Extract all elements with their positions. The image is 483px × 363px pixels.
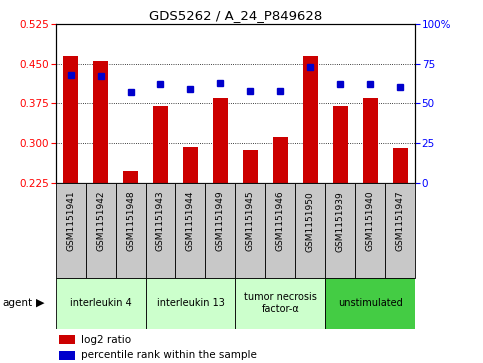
Text: GSM1151941: GSM1151941 — [66, 191, 75, 252]
Bar — [296, 183, 326, 278]
Bar — [183, 147, 198, 183]
Text: GSM1151939: GSM1151939 — [336, 191, 345, 252]
Text: tumor necrosis
factor-α: tumor necrosis factor-α — [244, 292, 317, 314]
Text: interleukin 13: interleukin 13 — [156, 298, 225, 308]
Bar — [59, 351, 75, 359]
Text: ▶: ▶ — [36, 298, 45, 308]
Bar — [273, 137, 288, 183]
Text: agent: agent — [2, 298, 32, 308]
Bar — [145, 278, 236, 329]
Bar — [115, 183, 145, 278]
Bar — [63, 56, 78, 183]
Bar — [145, 183, 175, 278]
Text: log2 ratio: log2 ratio — [81, 335, 131, 345]
Bar — [123, 171, 138, 183]
Bar — [243, 150, 258, 183]
Text: GSM1151945: GSM1151945 — [246, 191, 255, 252]
Bar — [393, 148, 408, 183]
Bar — [266, 183, 296, 278]
Bar — [93, 61, 108, 183]
Bar — [153, 106, 168, 183]
Bar — [236, 183, 266, 278]
Text: GSM1151943: GSM1151943 — [156, 191, 165, 252]
Title: GDS5262 / A_24_P849628: GDS5262 / A_24_P849628 — [149, 9, 322, 23]
Text: GSM1151946: GSM1151946 — [276, 191, 285, 252]
Bar — [56, 278, 145, 329]
Text: GSM1151940: GSM1151940 — [366, 191, 375, 252]
Text: GSM1151949: GSM1151949 — [216, 191, 225, 252]
Text: GSM1151950: GSM1151950 — [306, 191, 315, 252]
Text: interleukin 4: interleukin 4 — [70, 298, 131, 308]
Text: GSM1151948: GSM1151948 — [126, 191, 135, 252]
Bar — [59, 335, 75, 344]
Bar — [175, 183, 205, 278]
Bar — [355, 183, 385, 278]
Bar — [236, 278, 326, 329]
Text: GSM1151944: GSM1151944 — [186, 191, 195, 251]
Bar — [385, 183, 415, 278]
Bar — [56, 183, 85, 278]
Text: unstimulated: unstimulated — [338, 298, 403, 308]
Bar — [326, 183, 355, 278]
Bar — [303, 56, 318, 183]
Bar — [205, 183, 236, 278]
Text: GSM1151947: GSM1151947 — [396, 191, 405, 252]
Text: percentile rank within the sample: percentile rank within the sample — [81, 350, 256, 360]
Bar — [326, 278, 415, 329]
Text: GSM1151942: GSM1151942 — [96, 191, 105, 251]
Bar — [333, 106, 348, 183]
Bar — [363, 98, 378, 183]
Bar — [85, 183, 115, 278]
Bar — [213, 98, 228, 183]
